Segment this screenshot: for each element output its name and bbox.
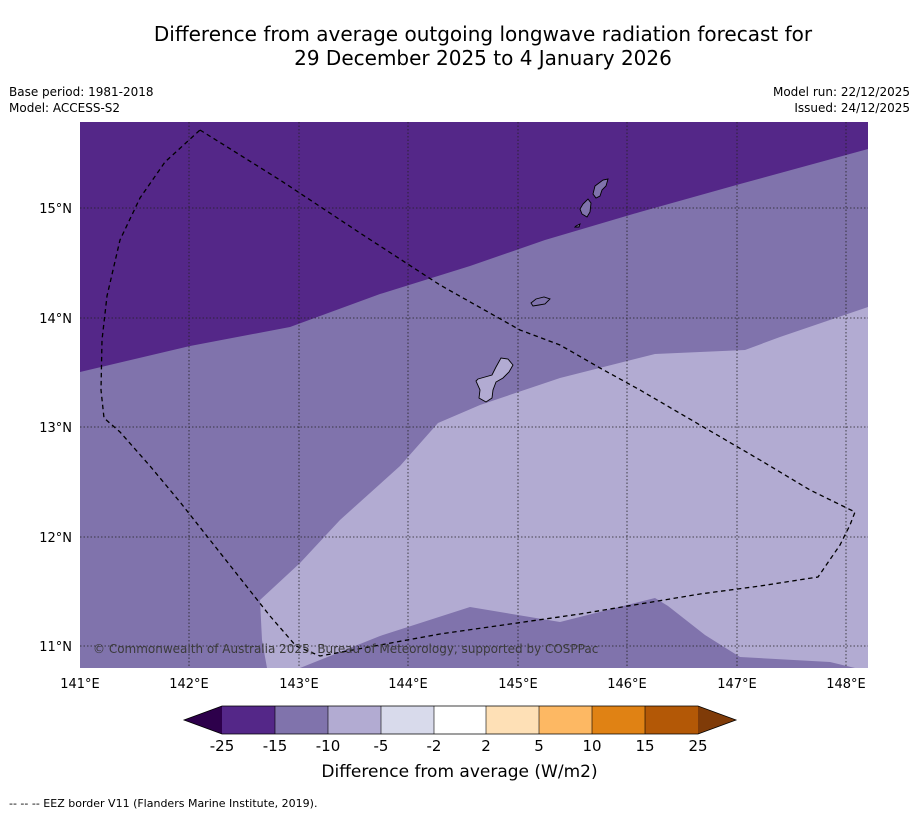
colorbar-swatch (645, 706, 698, 734)
colorbar-swatch (486, 706, 539, 734)
colorbar-swatch (328, 706, 381, 734)
title-line-1: Difference from average outgoing longwav… (153, 22, 813, 46)
colorbar-extend-left (184, 706, 222, 734)
colorbar-tick-label: -15 (263, 737, 288, 755)
colorbar-dividers (274, 706, 646, 734)
colorbar-swatch (222, 706, 275, 734)
colorbar-swatch (434, 706, 486, 734)
model-name: Model: ACCESS-S2 (9, 101, 121, 115)
lon-label: 146°E (607, 677, 647, 692)
meta-right: Model run: 22/12/2025 Issued: 24/12/2025 (773, 84, 910, 116)
colorbar-tick-label: 25 (688, 737, 707, 755)
colorbar-tick-label: 10 (582, 737, 601, 755)
lon-labels: 141°E 142°E 143°E 144°E 145°E 146°E 147°… (60, 677, 866, 692)
lat-label: 11°N (39, 640, 72, 655)
map-area: © Commonwealth of Australia 2025, Bureau… (80, 122, 868, 668)
lat-label: 14°N (39, 312, 72, 327)
meta-left: Base period: 1981-2018 Model: ACCESS-S2 (9, 84, 154, 116)
colorbar-tick-label: -5 (374, 737, 389, 755)
title-line-2: 29 December 2025 to 4 January 2026 (294, 46, 672, 70)
lon-label: 142°E (169, 677, 209, 692)
island-guam (475, 357, 514, 403)
lon-label: 145°E (498, 677, 538, 692)
colorbar: -25 -15 -10 -5 -2 2 5 10 15 25 (182, 705, 738, 755)
colorbar-swatch (539, 706, 592, 734)
eez-border (100, 129, 856, 657)
colorbar-ticks: -25 -15 -10 -5 -2 2 5 10 15 25 (210, 737, 708, 755)
islands (475, 178, 609, 403)
model-run: Model run: 22/12/2025 (772, 85, 910, 99)
colorbar-extend-right (698, 706, 736, 734)
eez-legend-footnote: -- -- -- EEZ border V11 (Flanders Marine… (9, 797, 318, 810)
lat-labels: 15°N 14°N 13°N 12°N 11°N (39, 202, 72, 655)
lon-label: 144°E (388, 677, 428, 692)
base-period: Base period: 1981-2018 (9, 85, 154, 99)
colorbar-swatch (381, 706, 434, 734)
colorbar-tick-label: 15 (635, 737, 654, 755)
island-saipan (592, 178, 609, 199)
colorbar-tick-label: -10 (316, 737, 341, 755)
colorbar-tick-label: -2 (427, 737, 442, 755)
graticule (80, 122, 868, 668)
lon-label: 147°E (717, 677, 757, 692)
colorbar-outline (182, 705, 738, 735)
lat-label: 12°N (39, 531, 72, 546)
lon-label: 148°E (826, 677, 866, 692)
colorbar-tick-label: 5 (534, 737, 544, 755)
colorbar-swatch (275, 706, 328, 734)
issued-date: Issued: 24/12/2025 (794, 101, 910, 115)
colorbar-swatch (592, 706, 645, 734)
colorbar-label: Difference from average (W/m2) (321, 762, 598, 782)
colorbar-tick-label: -25 (210, 737, 235, 755)
colorbar-tick-label: 2 (481, 737, 491, 755)
lat-label: 15°N (39, 202, 72, 217)
copyright-text: © Commonwealth of Australia 2025, Bureau… (93, 642, 598, 656)
lon-label: 141°E (60, 677, 100, 692)
island-tinian (579, 198, 592, 218)
olr-band-minus10-minus5 (260, 307, 868, 668)
olr-band-minus25-minus15 (80, 122, 868, 372)
island-rota (530, 296, 551, 307)
chart-title: Difference from average outgoing longwav… (0, 22, 919, 70)
lon-label: 143°E (279, 677, 319, 692)
island-aguijan (573, 223, 581, 228)
lat-label: 13°N (39, 421, 72, 436)
